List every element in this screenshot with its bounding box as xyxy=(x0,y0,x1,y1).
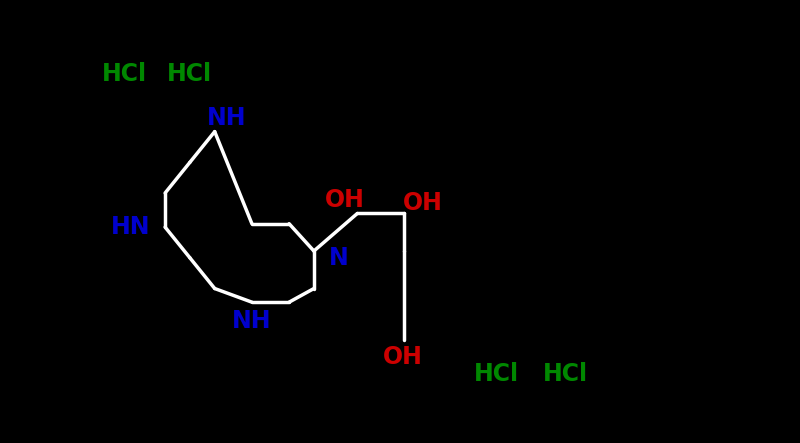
Text: OH: OH xyxy=(325,188,365,212)
Text: HCl: HCl xyxy=(474,362,519,386)
Text: OH: OH xyxy=(382,345,422,369)
Text: HCl: HCl xyxy=(102,62,147,85)
Text: HN: HN xyxy=(111,215,150,239)
Text: NH: NH xyxy=(207,106,247,130)
Text: HCl: HCl xyxy=(542,362,587,386)
Text: OH: OH xyxy=(402,191,442,215)
Text: NH: NH xyxy=(232,309,272,333)
Text: N: N xyxy=(329,246,349,270)
Text: HCl: HCl xyxy=(167,62,213,85)
